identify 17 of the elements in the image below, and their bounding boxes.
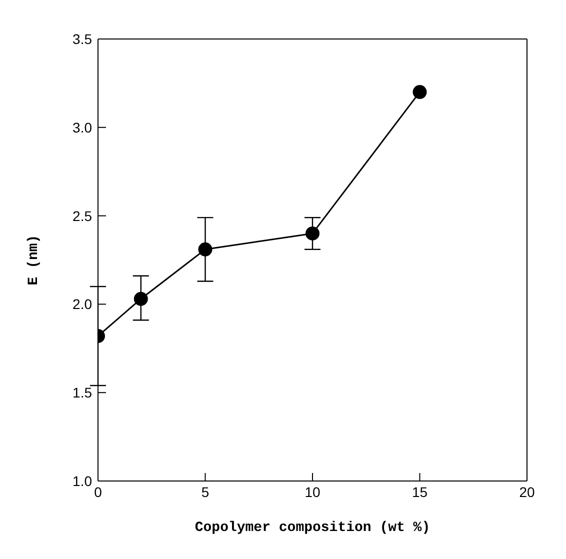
point	[134, 292, 148, 306]
x-tick-label: 10	[304, 484, 320, 500]
point	[198, 242, 212, 256]
y-axis-title: E (nm)	[26, 234, 42, 286]
y-tick-label: 1.5	[72, 384, 92, 401]
y-tick-label: 1.0	[72, 472, 92, 489]
y-tick-label: 2.5	[72, 208, 92, 224]
x-tick-label: 15	[412, 484, 428, 500]
y-tick-label: 2.0	[72, 296, 92, 312]
x-tick-label: 0	[94, 484, 102, 500]
x-axis-title: Copolymer composition (wt %)	[194, 520, 430, 536]
y-tick-label: 3.5	[72, 30, 92, 47]
x-tick-label: 20	[519, 484, 535, 500]
point	[412, 85, 427, 100]
y-tick-label: 3.0	[72, 119, 92, 136]
x-tick-label: 5	[201, 484, 210, 500]
point	[306, 226, 320, 240]
